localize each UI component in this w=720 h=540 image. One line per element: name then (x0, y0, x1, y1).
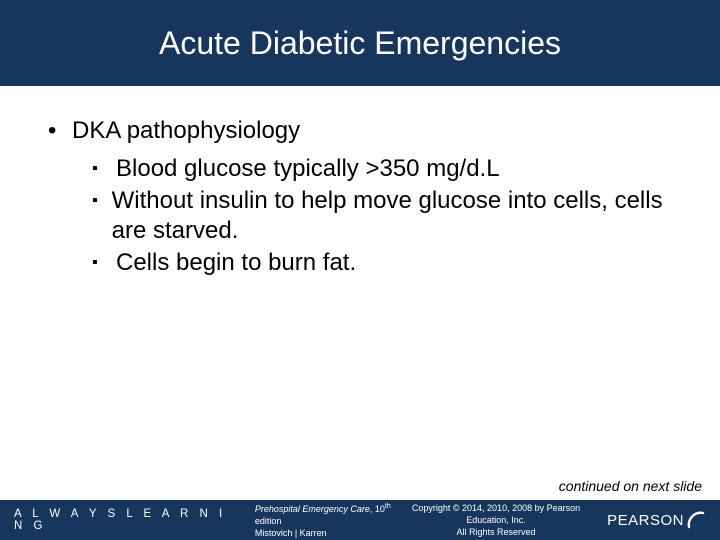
slide: Acute Diabetic Emergencies • DKA pathoph… (0, 0, 720, 540)
bullet-text-l2: Blood glucose typically >350 mg/d.L (116, 154, 500, 184)
bullet-level1: • DKA pathophysiology (48, 116, 672, 146)
edition-ordinal: th (385, 503, 391, 510)
book-title: Prehospital Emergency Care (255, 504, 370, 514)
content-area: • DKA pathophysiology ▪ Blood glucose ty… (0, 86, 720, 540)
pearson-wordmark: PEARSON (607, 512, 684, 529)
bullet-text-l2: Cells begin to burn fat. (116, 248, 356, 278)
footer-bar: A L W A Y S L E A R N I N G Prehospital … (0, 500, 720, 540)
bullet-marker-l2: ▪ (92, 248, 116, 278)
copyright-line2: All Rights Reserved (397, 526, 595, 538)
bullet-marker-l2: ▪ (92, 154, 116, 184)
edition-suffix: edition (255, 516, 282, 526)
book-authors: Mistovich | Karren (255, 527, 397, 539)
copyright-line1: Copyright © 2014, 2010, 2008 by Pearson … (397, 502, 595, 526)
bullet-marker-l1: • (48, 116, 72, 146)
book-citation: Prehospital Emergency Care, 10th edition… (231, 501, 397, 539)
bullet-text-l1: DKA pathophysiology (72, 116, 300, 146)
bullet-level2: ▪ Without insulin to help move glucose i… (92, 186, 672, 246)
pearson-arc-icon (686, 510, 706, 530)
bullet-marker-l2: ▪ (92, 186, 112, 246)
bullet-text-l2: Without insulin to help move glucose int… (112, 186, 672, 246)
copyright-block: Copyright © 2014, 2010, 2008 by Pearson … (397, 502, 607, 538)
always-learning-text: A L W A Y S L E A R N I N G (0, 508, 231, 532)
book-title-line: Prehospital Emergency Care, 10th edition (255, 501, 397, 527)
bullet-level2: ▪ Cells begin to burn fat. (92, 248, 672, 278)
pearson-brand: PEARSON (607, 510, 720, 530)
edition-prefix: , 10 (370, 504, 385, 514)
continued-note: continued on next slide (559, 478, 702, 494)
slide-title: Acute Diabetic Emergencies (159, 25, 561, 62)
bullet-level2: ▪ Blood glucose typically >350 mg/d.L (92, 154, 672, 184)
title-bar: Acute Diabetic Emergencies (0, 0, 720, 86)
